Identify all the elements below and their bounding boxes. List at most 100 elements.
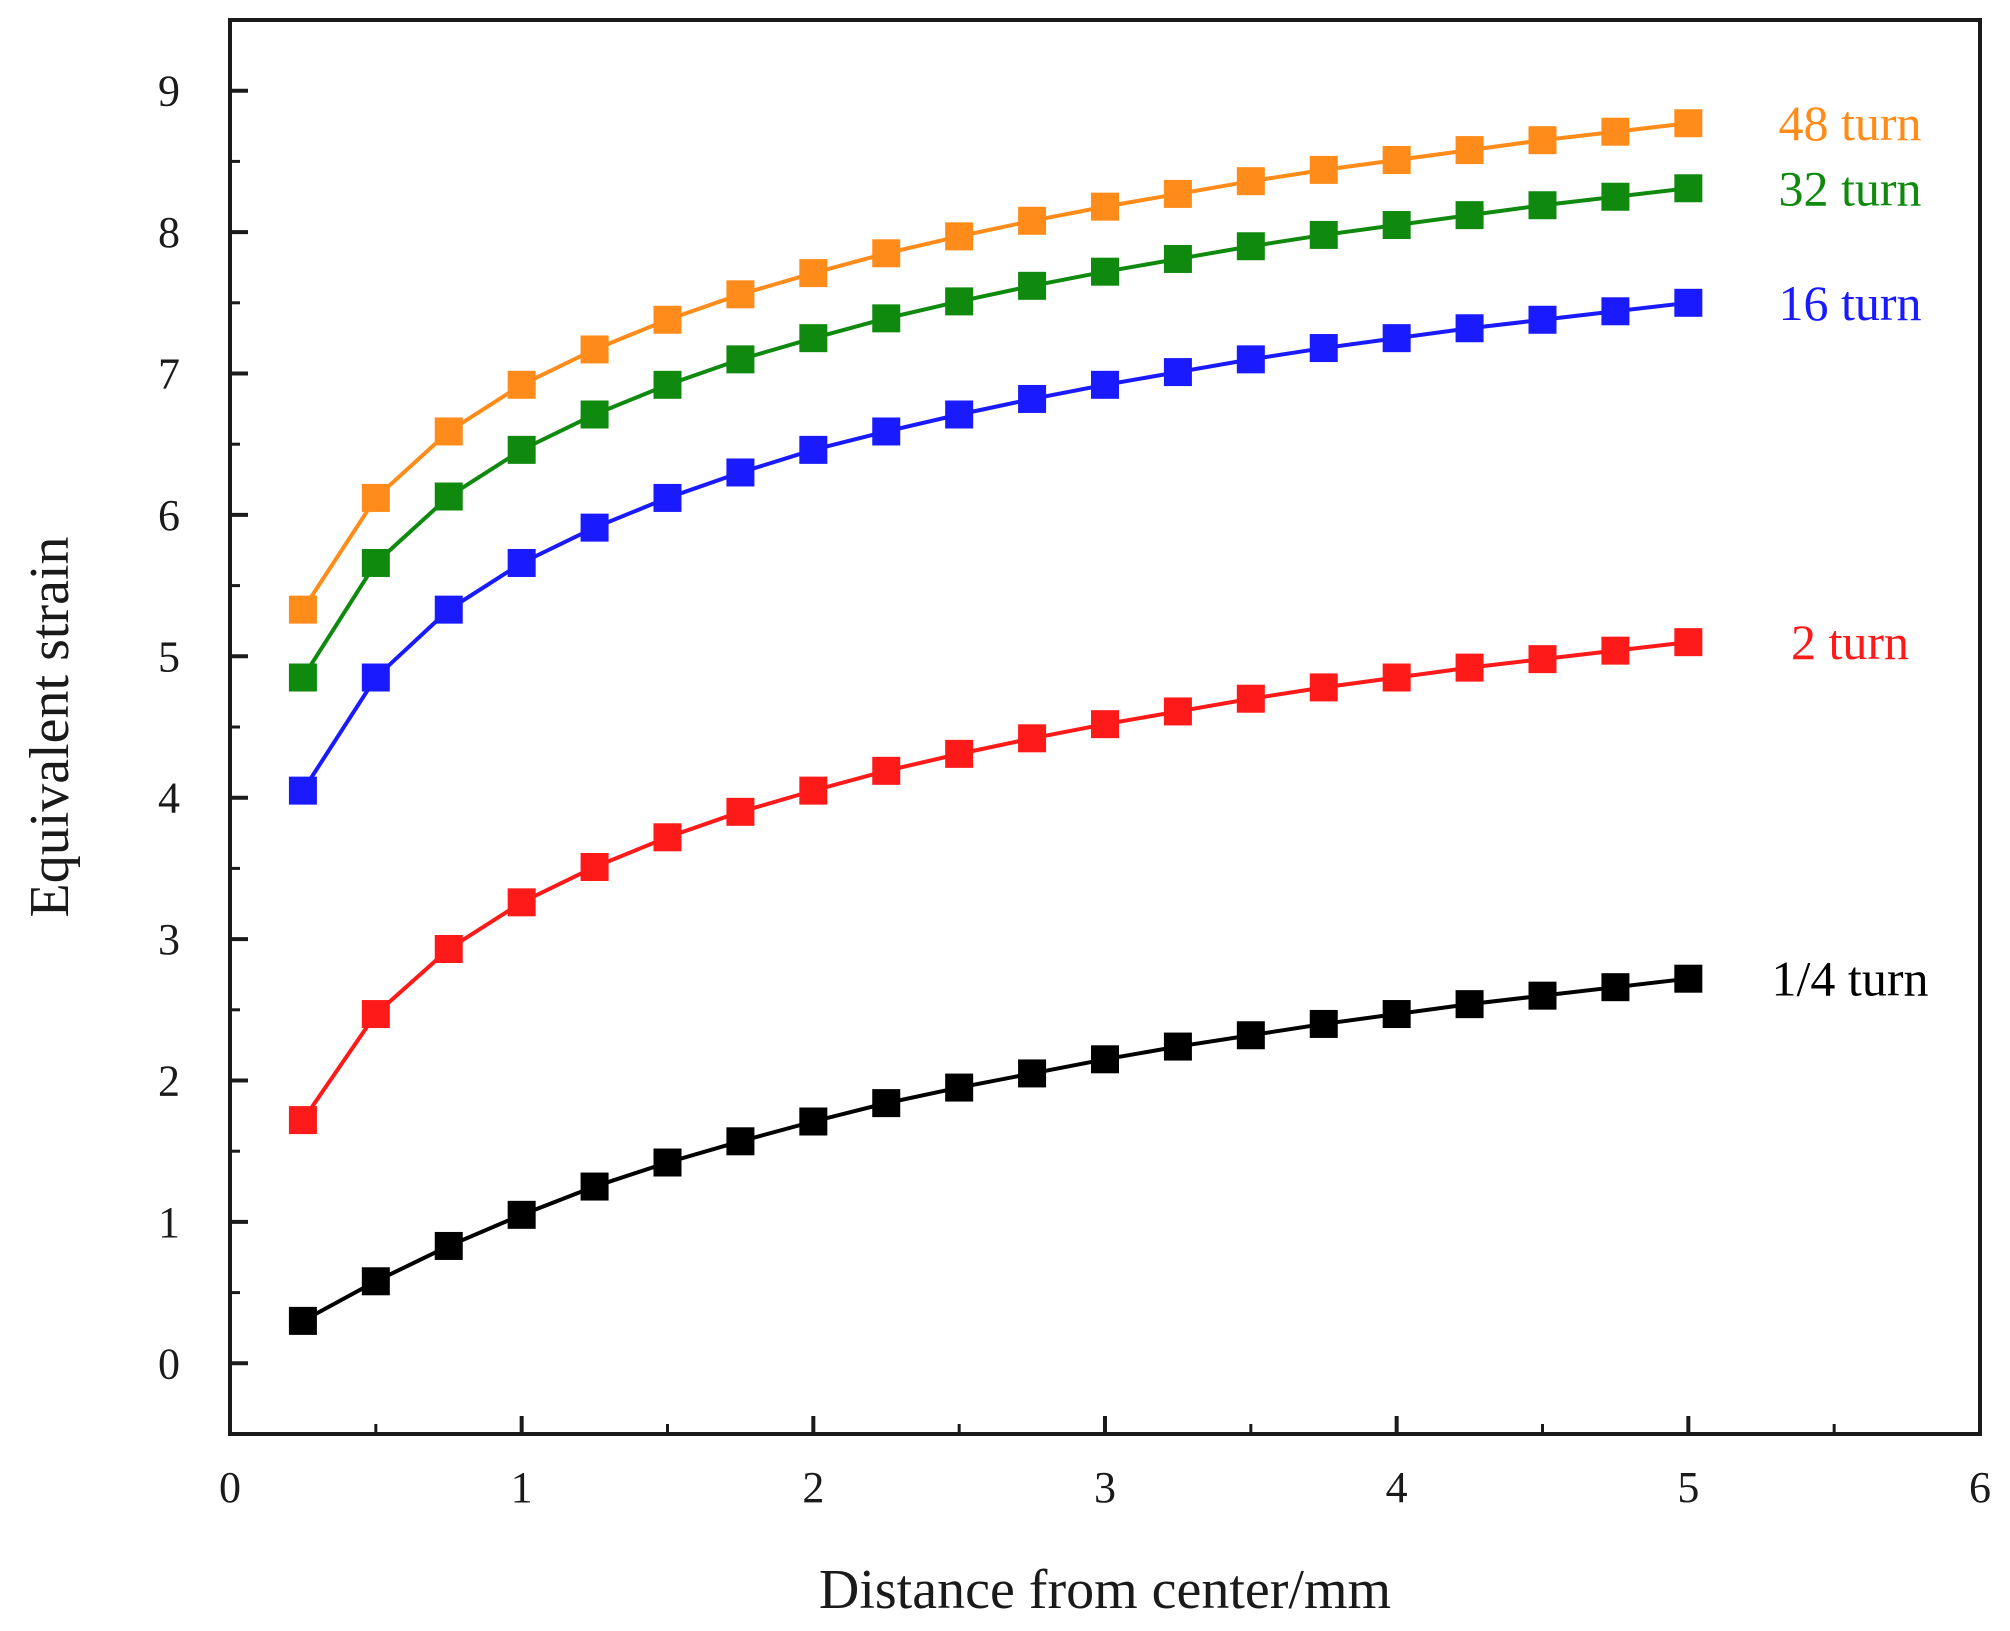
data-point [653,305,682,334]
data-point [1018,206,1047,235]
data-point [288,595,317,624]
data-point [726,458,755,487]
data-point [1309,673,1338,702]
y-tick-label: 7 [158,350,180,399]
data-point [945,739,974,768]
x-tick-label: 4 [1386,1463,1408,1512]
data-point [653,483,682,512]
series-16-turn: 16 turn [288,275,1922,805]
data-point [580,513,609,542]
data-point [726,1127,755,1156]
data-point [1528,645,1557,674]
data-point [872,304,901,333]
data-point [1236,345,1265,374]
y-tick-label: 0 [158,1339,180,1388]
data-point [580,852,609,881]
data-point [1382,145,1411,174]
series-line [301,640,1689,1122]
data-point [1236,1021,1265,1050]
data-point [1091,257,1119,286]
data-point [653,1148,682,1177]
data-point [507,1200,536,1229]
series-label: 48 turn [1778,95,1921,151]
data-point [726,345,755,374]
data-point [1091,192,1119,221]
y-tick-label: 1 [158,1198,180,1247]
data-point [361,663,390,692]
data-point [434,417,463,446]
data-point [361,1000,390,1029]
data-point [1309,1009,1338,1038]
data-point [1601,636,1630,665]
data-point [799,1107,828,1136]
data-point [1455,314,1484,343]
series-line [301,121,1689,611]
data-point [1091,1045,1119,1074]
data-point [1382,324,1411,353]
y-tick-label: 3 [158,915,180,964]
data-point [1236,232,1265,261]
x-tick-label: 5 [1677,1463,1699,1512]
data-point [288,1306,317,1335]
data-point [361,548,390,577]
data-point [1455,136,1484,165]
x-axis-title: Distance from center/mm [819,1559,1391,1621]
data-point [1601,297,1630,326]
data-point [1163,1032,1192,1061]
data-point [872,756,901,785]
data-point [1674,628,1703,657]
data-point [1601,182,1630,211]
data-point [580,335,609,364]
data-point [1455,990,1484,1019]
x-tick-label: 1 [511,1463,533,1512]
data-point [1674,174,1703,203]
data-point [1674,964,1703,993]
series-2-turn: 2 turn [288,614,1909,1135]
data-point [434,1231,463,1260]
data-point [799,324,828,353]
data-point [1674,109,1703,138]
data-point [945,287,974,316]
x-tick-label: 2 [802,1463,824,1512]
data-point [1601,117,1630,146]
data-point [1455,653,1484,682]
data-point [361,1267,390,1296]
data-point [945,222,974,251]
data-point [580,400,609,429]
y-tick-label: 5 [158,632,180,681]
x-tick-label: 0 [219,1463,241,1512]
data-point [1018,724,1047,753]
data-point [507,548,536,577]
series-32-turn: 32 turn [288,160,1922,692]
data-point [434,934,463,963]
data-point [1236,684,1265,713]
data-point [872,239,901,268]
series-label: 32 turn [1778,160,1921,216]
x-tick-label: 6 [1969,1463,1991,1512]
data-point [1528,305,1557,334]
data-point [872,1089,901,1118]
series-line [301,186,1689,679]
data-point [1309,334,1338,363]
data-point [799,435,828,464]
data-point [799,776,828,805]
y-tick-label: 8 [158,208,180,257]
data-point [726,280,755,309]
series-label: 1/4 turn [1772,951,1929,1007]
data-point [945,1073,974,1102]
series-line [301,976,1689,1323]
data-point [288,1106,317,1135]
y-tick-label: 6 [158,491,180,540]
data-point [799,259,828,288]
data-point [1528,126,1557,155]
data-point [580,1172,609,1201]
data-point [1528,191,1557,220]
data-point [653,823,682,852]
data-point [872,417,901,446]
data-point [1528,981,1557,1010]
series-layer: 1/4 turn 2 turn 16 turn 32 turn 48 turn [288,95,1929,1335]
series-label: 2 turn [1791,614,1909,670]
data-point [434,595,463,624]
series-48-turn: 48 turn [288,95,1922,624]
